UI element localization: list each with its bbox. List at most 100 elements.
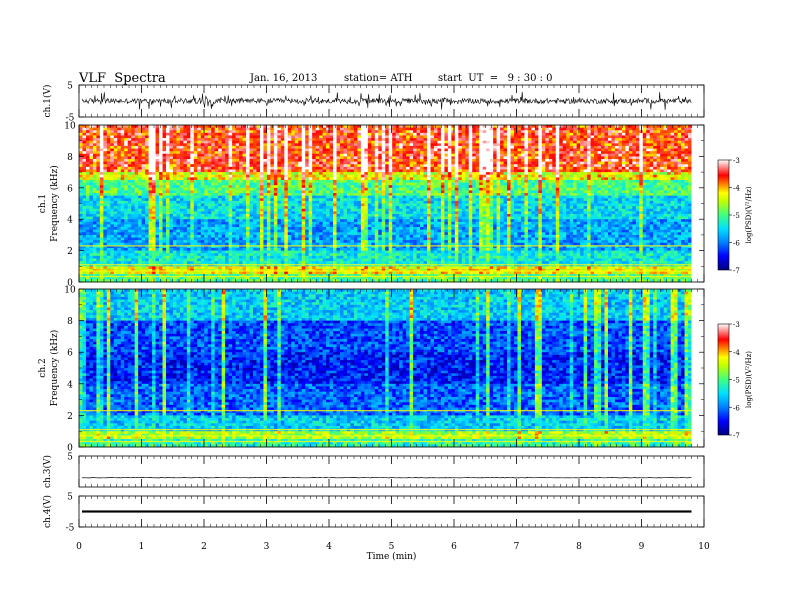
spectrogram-cell [333, 128, 337, 131]
spectrogram-cell [312, 238, 316, 241]
spectrogram-cell [194, 206, 198, 209]
spectrogram-cell [316, 209, 320, 212]
spectrogram-cell [229, 211, 233, 214]
spectrogram-cell [204, 190, 208, 193]
spectrogram-cell [243, 219, 247, 222]
spectrogram-cell [347, 185, 351, 188]
spectrogram-cell [323, 141, 327, 144]
spectrogram-cell [117, 169, 121, 172]
spectrogram-cell [107, 214, 111, 217]
spectrogram-cell [145, 214, 149, 217]
spectrogram-cell [131, 206, 135, 209]
spectrogram-cell [277, 128, 281, 131]
spectrogram-cell [260, 159, 264, 162]
spectrogram-cell [194, 222, 198, 225]
spectrogram-cell [176, 258, 180, 261]
spectrogram-cell [330, 185, 334, 188]
spectrogram-cell [86, 162, 90, 165]
spectrogram-cell [107, 193, 111, 196]
spectrogram-cell [208, 196, 212, 199]
spectrogram-cell [284, 261, 288, 264]
spectrogram-cell [277, 138, 281, 141]
spectrogram-cell [187, 172, 191, 175]
spectrogram-cell [309, 193, 313, 196]
spectrogram-cell [277, 175, 281, 178]
spectrogram-cell [340, 214, 344, 217]
spectrogram-cell [263, 177, 267, 180]
spectrogram-cell [135, 185, 139, 188]
spectrogram-cell [267, 196, 271, 199]
spectrogram-cell [218, 162, 222, 165]
spectrogram-cell [187, 198, 191, 201]
spectrogram-cell [256, 193, 260, 196]
spectrogram-cell [211, 125, 215, 128]
spectrogram-cell [263, 251, 267, 254]
spectrogram-cell [340, 172, 344, 175]
spectrogram-cell [82, 230, 86, 233]
spectrogram-cell [284, 196, 288, 199]
spectrogram-cell [312, 266, 316, 269]
spectrogram-cell [298, 159, 302, 162]
spectrogram-cell [169, 146, 173, 149]
spectrogram-cell [204, 188, 208, 191]
spectrogram-cell [114, 240, 118, 243]
spectrogram-cell [243, 204, 247, 207]
spectrogram-cell [103, 183, 107, 186]
spectrogram-cell [309, 224, 313, 227]
spectrogram-cell [323, 164, 327, 167]
spectrogram-cell [121, 240, 125, 243]
spectrogram-cell [288, 154, 292, 157]
spectrogram-cell [305, 256, 309, 259]
spectrogram-cell [100, 201, 104, 204]
spectrogram-cell [326, 159, 330, 162]
spectrogram-cell [316, 130, 320, 133]
spectrogram-cell [333, 222, 337, 225]
spectrogram-cell [263, 141, 267, 144]
spectrogram-cell [298, 201, 302, 204]
spectrogram-cell [277, 133, 281, 136]
spectrogram-cell [364, 261, 368, 264]
spectrogram-cell [316, 206, 320, 209]
spectrogram-cell [291, 238, 295, 241]
spectrogram-cell [211, 238, 215, 241]
spectrogram-cell [180, 169, 184, 172]
spectrogram-cell [128, 159, 132, 162]
spectrogram-cell [256, 151, 260, 154]
spectrogram-cell [156, 277, 160, 280]
spectrogram-cell [222, 201, 226, 204]
spectrogram-cell [337, 224, 341, 227]
spectrogram-cell [96, 219, 100, 222]
spectrogram-cell [256, 201, 260, 204]
spectrogram-cell [197, 133, 201, 136]
spectrogram-cell [337, 146, 341, 149]
spectrogram-cell [117, 251, 121, 254]
spectrogram-cell [166, 251, 170, 254]
spectrogram-cell [128, 248, 132, 251]
spectrogram-cell [156, 224, 160, 227]
spectrogram-cell [131, 175, 135, 178]
spectrogram-cell [169, 175, 173, 178]
spectrogram-cell [267, 251, 271, 254]
spectrogram-cell [96, 230, 100, 233]
spectrogram-cell [163, 198, 167, 201]
spectrogram-cell [291, 219, 295, 222]
spectrogram-cell [323, 183, 327, 186]
spectrogram-cell [145, 227, 149, 230]
spectrogram-cell [89, 211, 93, 214]
spectrogram-cell [298, 133, 302, 136]
spectrogram-cell [330, 162, 334, 165]
spectrogram-cell [263, 164, 267, 167]
spectrogram-cell [215, 232, 219, 235]
spectrogram-cell [187, 185, 191, 188]
spectrogram-cell [135, 188, 139, 191]
spectrogram-cell [295, 172, 299, 175]
spectrogram-cell [312, 217, 316, 220]
spectrogram-cell [110, 224, 114, 227]
spectrogram-cell [194, 188, 198, 191]
spectrogram-cell [138, 238, 142, 241]
spectrogram-cell [350, 224, 354, 227]
spectrogram-cell [138, 266, 142, 269]
spectrogram-cell [156, 198, 160, 201]
spectrogram-cell [215, 256, 219, 259]
spectrogram-cell [277, 277, 281, 280]
